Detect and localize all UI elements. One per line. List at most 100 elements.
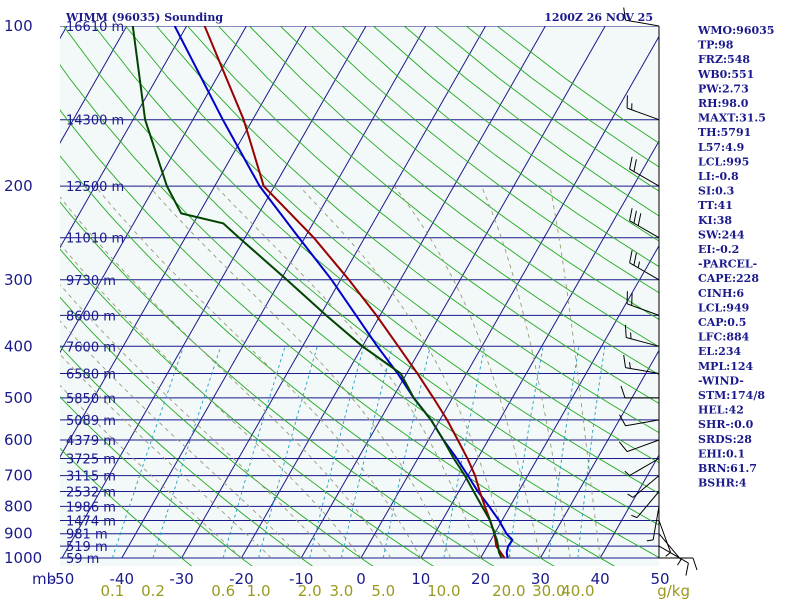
temperature-tick-label: 0 bbox=[356, 570, 366, 588]
wind-barb bbox=[658, 545, 689, 576]
isotherm-line bbox=[60, 26, 188, 249]
dry-adiabat bbox=[279, 26, 659, 320]
isotherm-line bbox=[300, 26, 606, 559]
wind-barb bbox=[629, 156, 660, 187]
stat-text: MPL:124 bbox=[698, 360, 754, 373]
stat-text: BSHR:4 bbox=[698, 477, 747, 490]
stat-text: EL:234 bbox=[698, 345, 741, 358]
profiles bbox=[131, 26, 514, 559]
stat-text: L57:4.9 bbox=[698, 141, 744, 154]
mixing-ratio-tick-label: 0.1 bbox=[100, 582, 124, 600]
stat-text: EHI:0.1 bbox=[698, 447, 745, 460]
profile-line-3 bbox=[131, 26, 503, 559]
temperature-tick-label: -20 bbox=[229, 570, 254, 588]
height-label: 14300 m bbox=[66, 114, 124, 129]
stat-text: CINH:6 bbox=[698, 287, 744, 300]
height-label: 3725 m bbox=[66, 453, 116, 468]
wind-barb bbox=[624, 324, 660, 347]
dry-adiabat bbox=[60, 201, 495, 566]
moist-adiabat bbox=[60, 243, 362, 559]
pressure-tick-label: 200 bbox=[4, 177, 33, 195]
isotherm-line bbox=[539, 349, 659, 559]
wind-barb bbox=[623, 7, 660, 27]
isotherm-line bbox=[480, 244, 659, 559]
stat-text: LCL:995 bbox=[698, 155, 749, 168]
mixing-ratio-tick-label: 5.0 bbox=[371, 582, 395, 600]
dry-adiabat bbox=[310, 26, 659, 294]
mixing-ratio-tick-label: 0.2 bbox=[141, 582, 165, 600]
dry-adiabat bbox=[60, 447, 193, 566]
wind-barb bbox=[627, 475, 660, 498]
pressure-tick-label: 100 bbox=[4, 17, 33, 35]
stat-text: SRDS:28 bbox=[698, 433, 752, 446]
stat-text: FRZ:548 bbox=[698, 53, 750, 66]
wind-barb bbox=[631, 491, 660, 519]
wind-barb bbox=[646, 506, 660, 542]
temperature-tick-label: 20 bbox=[471, 570, 490, 588]
wind-barb bbox=[618, 439, 660, 453]
height-label: 59 m bbox=[66, 552, 99, 567]
wind-barb bbox=[626, 291, 660, 316]
isotherm-line bbox=[60, 26, 247, 354]
dry-adiabat bbox=[60, 64, 659, 558]
mixing-ratio-line bbox=[508, 346, 544, 559]
dry-adiabat bbox=[341, 26, 659, 268]
isotherm-line bbox=[60, 26, 128, 144]
height-label: 519 m bbox=[66, 540, 108, 555]
mixing-ratio-tick-label: 1.0 bbox=[247, 582, 271, 600]
moist-adiabat bbox=[481, 185, 571, 559]
dry-adiabat bbox=[60, 155, 555, 566]
dry-adiabat bbox=[60, 109, 616, 566]
stat-text: CAPE:228 bbox=[698, 272, 759, 285]
temperature-tick-label: 40 bbox=[591, 570, 610, 588]
pressure-tick-label: 400 bbox=[4, 337, 33, 355]
temperature-tick-label: -50 bbox=[50, 570, 75, 588]
stat-text: SHR-:0.0 bbox=[698, 418, 754, 431]
stat-text: CAP:0.5 bbox=[698, 316, 746, 329]
height-label: 11010 m bbox=[66, 232, 124, 247]
mixing-ratio-line bbox=[443, 346, 486, 559]
height-label: 8600 m bbox=[66, 309, 116, 324]
moist-adiabat bbox=[215, 185, 482, 559]
mixing-ratio-tick-label: 40.0 bbox=[561, 582, 594, 600]
dry-adiabat bbox=[249, 26, 659, 348]
stat-text: RH:98.0 bbox=[698, 97, 749, 110]
dry-adiabat bbox=[60, 248, 434, 566]
pressure-unit-label: mb bbox=[32, 570, 56, 588]
stat-text: LI:-0.8 bbox=[698, 170, 739, 183]
stat-text: WB0:551 bbox=[697, 68, 754, 81]
height-label: 6580 m bbox=[66, 368, 116, 383]
stat-text: EI:-0.2 bbox=[698, 243, 739, 256]
isotherm-line bbox=[599, 454, 659, 559]
temperature-tick-label: -30 bbox=[169, 570, 194, 588]
wind-barb bbox=[619, 414, 660, 427]
height-label: 3115 m bbox=[66, 470, 116, 485]
pressure-tick-label: 800 bbox=[4, 497, 33, 515]
stat-text: LCL:949 bbox=[698, 301, 749, 314]
stat-text: HEL:42 bbox=[698, 404, 744, 417]
grid-lines bbox=[60, 26, 659, 566]
moist-adiabat bbox=[60, 320, 302, 559]
dry-adiabat bbox=[125, 26, 659, 464]
stat-text: -WIND- bbox=[698, 374, 744, 387]
temperature-tick-label: -40 bbox=[110, 570, 135, 588]
chart-time: 1200Z 26 NOV 25 bbox=[544, 11, 653, 24]
wind-barb bbox=[629, 208, 660, 239]
stat-text: WMO:96035 bbox=[697, 24, 774, 37]
stat-text: LFC:884 bbox=[698, 331, 750, 344]
mixing-ratio-tick-label: 0.6 bbox=[211, 582, 235, 600]
temperature-tick-label: 10 bbox=[411, 570, 430, 588]
moist-adiabat bbox=[393, 185, 541, 559]
mixing-ratio-tick-label: 30.0 bbox=[532, 582, 565, 600]
moist-adiabat bbox=[60, 384, 242, 559]
mixing-ratio-line bbox=[258, 346, 318, 559]
height-label: 5850 m bbox=[66, 392, 116, 407]
height-label: 2532 m bbox=[66, 486, 116, 501]
stat-text: KI:38 bbox=[698, 214, 732, 227]
stat-text: TH:5791 bbox=[698, 126, 751, 139]
mixing-ratio-unit-label: g/kg bbox=[657, 582, 690, 600]
stat-text: PW:2.73 bbox=[698, 82, 749, 95]
